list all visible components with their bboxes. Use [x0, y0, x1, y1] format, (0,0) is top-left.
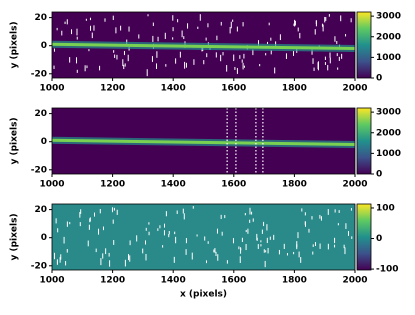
x-tick-label: 1400 — [161, 180, 186, 190]
x-tick-label: 1600 — [221, 180, 246, 190]
y-tick-label: -20 — [31, 69, 47, 79]
y-axis-label: y (pixels) — [10, 21, 20, 68]
x-tick-label: 1200 — [100, 84, 125, 94]
plot-frame — [51, 11, 356, 79]
colorbar-tick-label: 3000 — [376, 12, 401, 22]
x-tick-label: 1400 — [161, 276, 186, 286]
y-axis-label: y (pixels) — [10, 117, 20, 164]
image-background — [52, 204, 355, 270]
y-tick-label: -20 — [31, 261, 47, 271]
x-axis-label: x (pixels) — [180, 290, 227, 300]
x-tick-label: 1400 — [161, 84, 186, 94]
x-tick-label: 2000 — [342, 84, 367, 94]
x-tick-label: 2000 — [342, 276, 367, 286]
colorbar-tick-label: 1000 — [376, 149, 401, 159]
x-tick-label: 1200 — [100, 276, 125, 286]
colorbar-tick-label: 0 — [376, 170, 382, 180]
x-tick-label: 1800 — [282, 180, 307, 190]
colorbar-tick-label: 2000 — [376, 128, 401, 138]
y-tick-label: 20 — [34, 205, 47, 215]
plot-frame — [51, 203, 356, 271]
trace — [51, 138, 356, 147]
y-tick-label: -20 — [31, 165, 47, 175]
x-tick-label: 1600 — [221, 84, 246, 94]
x-tick-label: 1200 — [100, 180, 125, 190]
x-tick-label: 1000 — [39, 276, 64, 286]
colorbar-tick-label: 2000 — [376, 32, 401, 42]
colorbar-tick-label: 1000 — [376, 53, 401, 63]
y-axis-label: y (pixels) — [10, 213, 20, 260]
y-tick-label: 0 — [41, 137, 47, 147]
y-tick-label: 20 — [34, 13, 47, 23]
x-tick-label: 1600 — [221, 276, 246, 286]
colorbar-tick-label: 100 — [376, 203, 395, 213]
colorbar — [356, 107, 372, 175]
trace — [51, 42, 356, 51]
x-tick-label: 1800 — [282, 84, 307, 94]
colorbar — [356, 203, 372, 271]
plot-frame — [51, 107, 356, 175]
y-tick-label: 0 — [41, 233, 47, 243]
colorbar-tick-label: -100 — [376, 265, 399, 275]
x-tick-label: 1800 — [282, 276, 307, 286]
x-tick-label: 1000 — [39, 84, 64, 94]
colorbar-tick-label: 3000 — [376, 108, 401, 118]
colorbar-tick-label: 0 — [376, 234, 382, 244]
y-tick-label: 0 — [41, 41, 47, 51]
colorbar — [356, 11, 372, 79]
y-tick-label: 20 — [34, 109, 47, 119]
x-tick-label: 1000 — [39, 180, 64, 190]
x-tick-label: 2000 — [342, 180, 367, 190]
colorbar-tick-label: 0 — [376, 74, 382, 84]
